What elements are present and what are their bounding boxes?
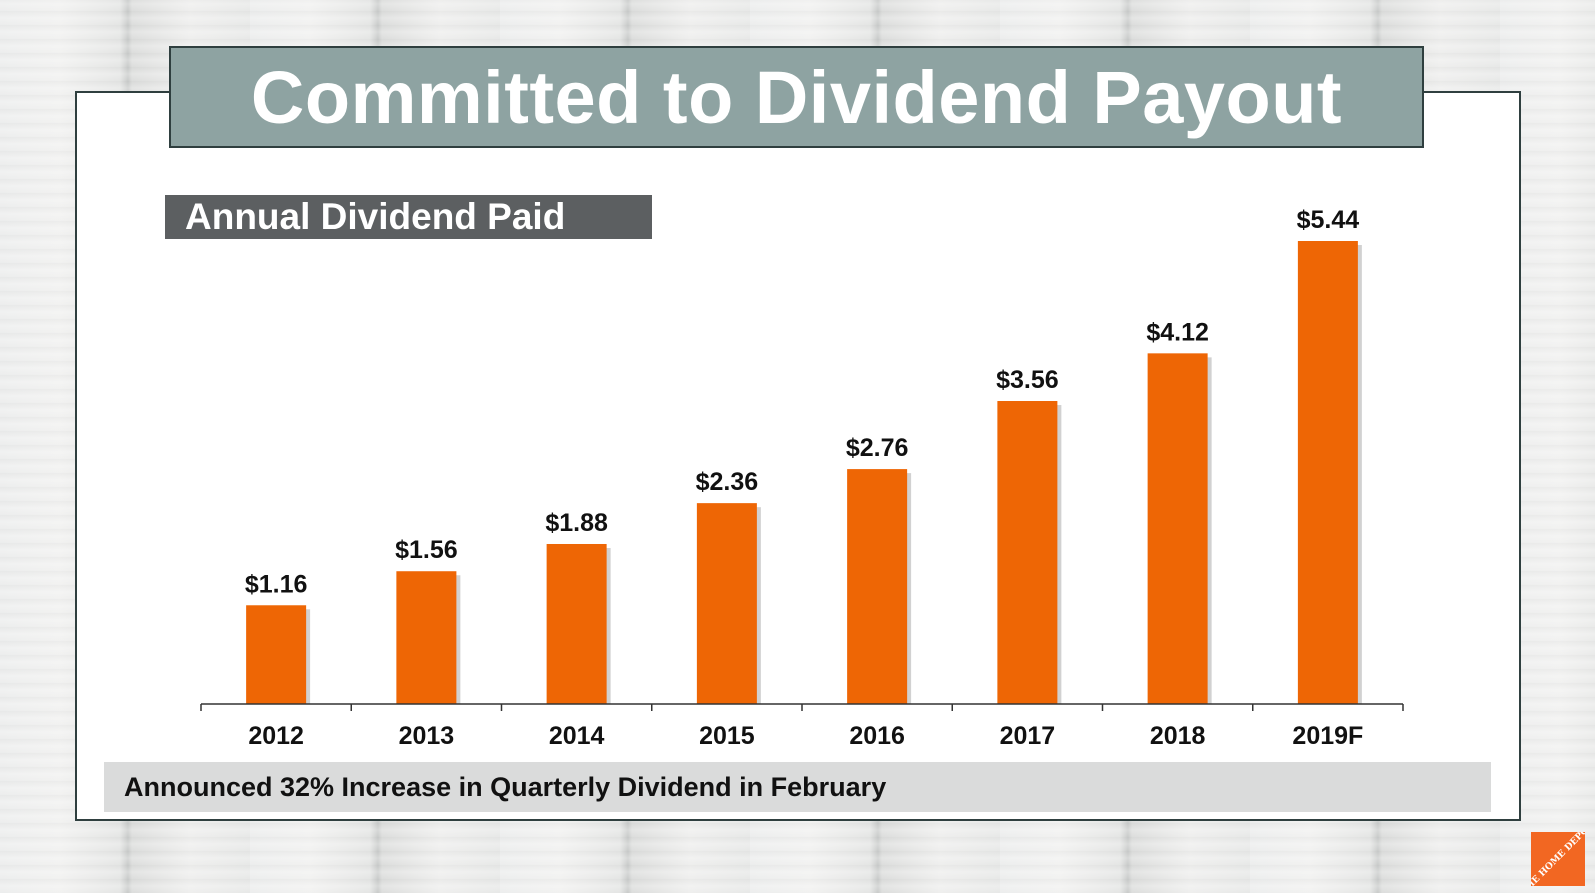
tick-label-2016: 2016: [849, 722, 905, 750]
data-label-2017: $3.56: [996, 366, 1059, 394]
bars-layer: $1.16 $1.56 $1.88 $2.36 $2.76 $3.56 $4.12 $5.44: [245, 206, 1362, 704]
bar-2015: [696, 503, 757, 704]
data-label-2012: $1.16: [245, 570, 308, 598]
data-label-2015: $2.36: [696, 468, 759, 496]
tick-label-2015: 2015: [699, 722, 755, 750]
x-axis: 2012 2013 2014 2015 2016 2017 2018 2019F: [200, 703, 1404, 750]
bar-2013: [396, 571, 457, 704]
tick-label-2018: 2018: [1150, 722, 1206, 750]
bar-2017: [997, 401, 1058, 704]
bar-2014: [546, 543, 607, 704]
tick-label-2019F: 2019F: [1292, 722, 1363, 750]
data-label-2013: $1.56: [395, 536, 458, 564]
data-label-2019F: $5.44: [1297, 206, 1360, 234]
tick-label-2013: 2013: [399, 722, 455, 750]
footer-note-bar: Announced 32% Increase in Quarterly Divi…: [104, 762, 1491, 812]
chart-title: Annual Dividend Paid: [185, 196, 566, 237]
chart-title-box: Annual Dividend Paid: [165, 195, 652, 239]
slide-title: Committed to Dividend Payout: [250, 55, 1343, 139]
tick-label-2012: 2012: [248, 722, 304, 750]
tick-label-2014: 2014: [549, 722, 605, 750]
bar-2019F: [1297, 241, 1358, 704]
footer-note: Announced 32% Increase in Quarterly Divi…: [124, 771, 887, 802]
tick-label-2017: 2017: [1000, 722, 1056, 750]
logo-text: THE HOME DEPOT: [1531, 832, 1585, 886]
home-depot-logo: THE HOME DEPOT: [1531, 832, 1585, 886]
bar-2012: [246, 605, 307, 704]
data-label-2018: $4.12: [1146, 318, 1209, 346]
bar-2016: [847, 469, 908, 704]
bar-2018: [1147, 353, 1208, 704]
data-label-2014: $1.88: [545, 509, 608, 537]
data-label-2016: $2.76: [846, 434, 909, 462]
title-banner: Committed to Dividend Payout: [169, 46, 1424, 148]
